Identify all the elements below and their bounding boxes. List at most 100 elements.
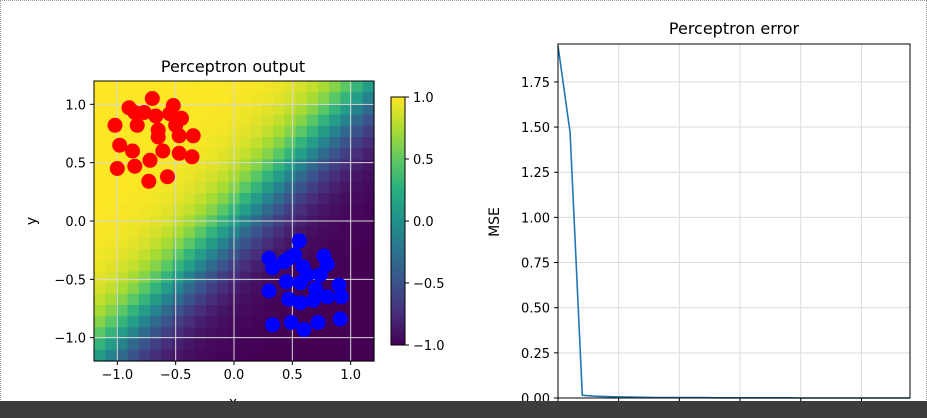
heatmap-cell [284, 282, 297, 295]
y-axis-ticks: 1.0 0.5 0.0 −0.5 −1.0 [54, 98, 94, 347]
heatmap-cell [295, 305, 308, 317]
heatmap-cell [284, 81, 297, 93]
heatmap-cell [206, 204, 218, 216]
heatmap-cell [362, 103, 375, 116]
y-tick-label: 0.50 [521, 302, 550, 317]
red-point [155, 143, 171, 159]
heatmap-cell [116, 316, 129, 328]
heatmap-cell [329, 305, 341, 317]
heatmap-cell [172, 293, 185, 306]
heatmap-cell [105, 103, 117, 116]
heatmap-cell [329, 226, 341, 239]
heatmap-cell [351, 305, 364, 317]
heatmap-cell [295, 92, 308, 104]
heatmap-cell [306, 92, 319, 104]
heatmap-cell [250, 293, 263, 306]
heatmap-cell [329, 271, 341, 284]
heatmap-cell [183, 92, 196, 104]
heatmap-grid [94, 81, 374, 361]
heatmap-cell [351, 260, 364, 272]
heatmap-cell [206, 125, 218, 138]
heatmap-cell [329, 114, 341, 127]
heatmap-cell [318, 204, 330, 216]
heatmap-cell [194, 81, 207, 93]
colorbar-tick-label: 0.0 [413, 215, 434, 230]
heatmap-cell [150, 282, 162, 295]
heatmap-cell [206, 305, 218, 317]
heatmap-cell [127, 226, 140, 239]
heatmap-cell [284, 237, 297, 250]
heatmap-cell [150, 260, 162, 272]
heatmap-cell [94, 260, 106, 272]
heatmap-cell [362, 349, 375, 362]
heatmap-cell [362, 293, 375, 306]
heatmap-cell [138, 260, 151, 272]
heatmap-cell [105, 338, 117, 351]
heatmap-cell [340, 349, 353, 362]
heatmap-cell [150, 293, 162, 306]
heatmap-cell [239, 137, 252, 149]
y-tick-label: 1.75 [521, 76, 550, 91]
heatmap-cell [250, 271, 263, 284]
heatmap-cell [351, 159, 364, 172]
heatmap-cell [262, 92, 274, 104]
heatmap-cell [194, 92, 207, 104]
heatmap-cell [161, 349, 173, 362]
heatmap-cell [94, 349, 106, 362]
y-tick-label: 0.5 [65, 157, 86, 172]
heatmap-cell [295, 81, 308, 93]
heatmap-cell [116, 271, 129, 284]
heatmap-cell [127, 137, 140, 149]
heatmap-cell [284, 193, 297, 205]
heatmap-cell [262, 103, 274, 116]
heatmap-cell [138, 237, 151, 250]
heatmap-cell [351, 92, 364, 104]
heatmap-cell [340, 338, 353, 351]
heatmap-cell [183, 193, 196, 205]
heatmap-cell [194, 226, 207, 239]
y-tick-label: −1.0 [54, 332, 86, 347]
blue-point [296, 322, 312, 337]
heatmap-cell [105, 237, 117, 250]
heatmap-cell [127, 282, 140, 295]
heatmap-cell [138, 181, 151, 194]
heatmap-cell [161, 338, 173, 351]
heatmap-cell [94, 137, 106, 149]
heatmap-cell [127, 81, 140, 93]
heatmap-cell [262, 148, 274, 160]
heatmap-cell [250, 181, 263, 194]
blue-point [283, 315, 299, 330]
red-point [127, 158, 143, 174]
heatmap-cell [206, 327, 218, 340]
heatmap-cell [161, 92, 173, 104]
chart-title: Perceptron output [161, 57, 305, 76]
heatmap-cell [94, 103, 106, 116]
heatmap-cell [183, 170, 196, 183]
heatmap-cell [329, 349, 341, 362]
colorbar-tick-label: −0.5 [413, 277, 445, 292]
heatmap-cell [217, 170, 229, 183]
heatmap-cell [161, 271, 173, 284]
heatmap-cell [273, 271, 285, 284]
heatmap-cell [138, 327, 151, 340]
heatmap-cell [362, 92, 375, 104]
heatmap-cell [250, 159, 263, 172]
heatmap-cell [138, 282, 151, 295]
heatmap-cell [351, 271, 364, 284]
heatmap-cell [138, 293, 151, 306]
heatmap-cell [295, 204, 308, 216]
heatmap-cell [362, 193, 375, 205]
heatmap-cell [217, 81, 229, 93]
bottom-scroll-bar[interactable] [0, 401, 927, 418]
heatmap-cell [172, 170, 185, 183]
heatmap-cell [362, 81, 375, 93]
heatmap-cell [172, 349, 185, 362]
heatmap-cell [362, 327, 375, 340]
heatmap-cell [172, 338, 185, 351]
heatmap-cell [306, 260, 319, 272]
heatmap-cell [262, 81, 274, 93]
heatmap-cell [284, 137, 297, 149]
heatmap-cell [194, 338, 207, 351]
heatmap-cell [295, 114, 308, 127]
heatmap-cell [94, 193, 106, 205]
